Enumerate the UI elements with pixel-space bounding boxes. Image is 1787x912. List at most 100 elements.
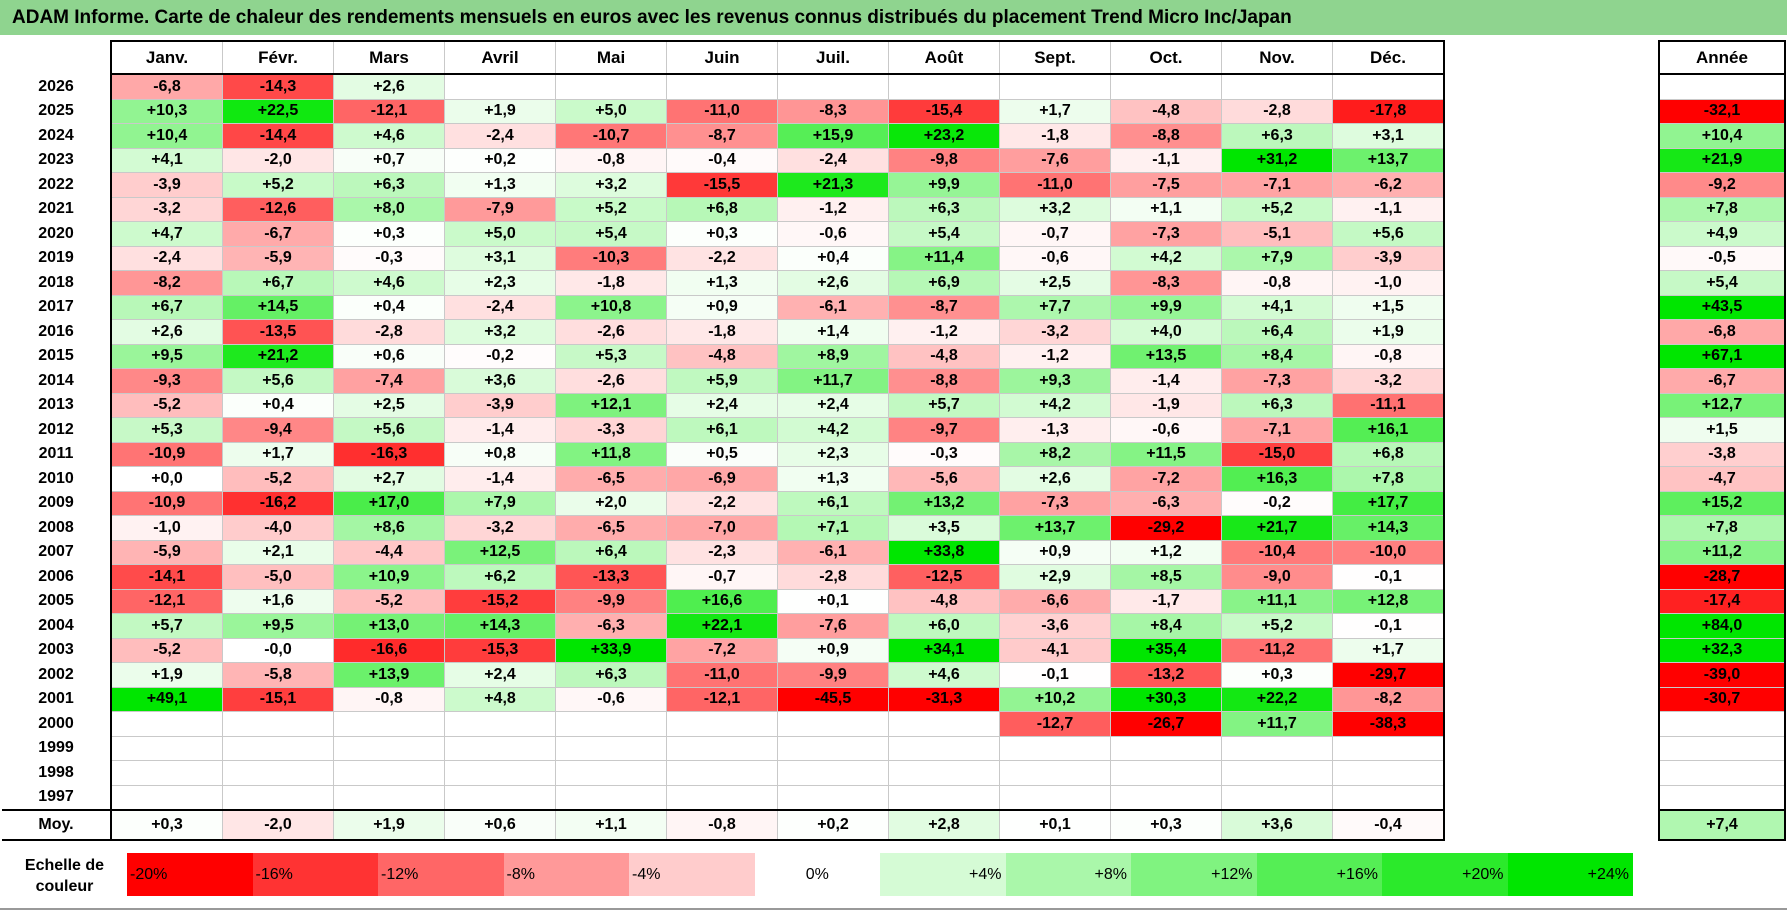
annual-row: +7,8 xyxy=(1658,196,1786,222)
heatmap-cell: +5,3 xyxy=(110,417,223,443)
heatmap-cell: -7,3 xyxy=(1110,221,1222,247)
heatmap-cell: +6,3 xyxy=(555,662,667,688)
heatmap-cell: -3,2 xyxy=(999,319,1111,345)
heatmap-cell: +2,6 xyxy=(777,270,889,296)
heatmap-cell xyxy=(110,711,223,737)
heatmap-cell: -1,8 xyxy=(555,270,667,296)
heatmap-cell xyxy=(888,760,1000,786)
year-row: 2007 -5,9 +2,1 -4,4 +12,5 +6,4 -2,3 -6,1 +33,8 +0… xyxy=(2,539,1445,565)
average-cell: -2,0 xyxy=(222,809,334,841)
heatmap-cell: +5,2 xyxy=(555,196,667,222)
heatmap-cell: -7,9 xyxy=(444,196,556,222)
heatmap-cell: -2,8 xyxy=(333,319,445,345)
heatmap-cell: -6,8 xyxy=(110,73,223,100)
heatmap-cell: +12,5 xyxy=(444,539,556,565)
year-row: 2023 +4,1 -2,0 +0,7 +0,2 -0,8 -0,4 -2,4 -9,8 -7,6… xyxy=(2,147,1445,173)
heatmap-cell: +4,1 xyxy=(1221,294,1333,320)
month-header: Févr. xyxy=(222,40,334,75)
heatmap-cell xyxy=(222,760,334,786)
heatmap-cell: +6,4 xyxy=(1221,319,1333,345)
heatmap-cell xyxy=(555,760,667,786)
heatmap-cell: +5,6 xyxy=(1332,221,1445,247)
heatmap-cell: +0,6 xyxy=(333,343,445,369)
annual-table: Année -32,1 +10,4 +21,9 -9,2 +7,8 +4,9 -0,5 +5,… xyxy=(1658,40,1786,841)
heatmap-cell: -3,6 xyxy=(999,613,1111,639)
heatmap-cell: +4,2 xyxy=(777,417,889,443)
annual-row xyxy=(1658,711,1786,737)
heatmap-cell xyxy=(777,711,889,737)
heatmap-cell: +8,0 xyxy=(333,196,445,222)
heatmap-cell: -1,3 xyxy=(999,417,1111,443)
heatmap-cell xyxy=(110,784,223,811)
heatmap-cell: +5,6 xyxy=(333,417,445,443)
heatmap-cell xyxy=(999,784,1111,811)
annual-cell: -4,7 xyxy=(1658,466,1786,492)
heatmap-cell: +6,3 xyxy=(333,172,445,198)
heatmap-cell: +8,5 xyxy=(1110,564,1222,590)
year-label: 2024 xyxy=(2,123,111,148)
heatmap-cell: -2,2 xyxy=(666,245,778,271)
year-label: 2010 xyxy=(2,466,111,491)
heatmap-cell xyxy=(555,711,667,737)
average-cell: +1,9 xyxy=(333,809,445,841)
heatmap-cell xyxy=(1110,73,1222,100)
heatmap-cell: -31,3 xyxy=(888,686,1000,712)
heatmap-cell: +0,9 xyxy=(666,294,778,320)
heatmap-cell xyxy=(333,760,445,786)
heatmap-cell: -7,3 xyxy=(1221,368,1333,394)
heatmap-cell: +1,7 xyxy=(999,98,1111,124)
annual-row: +32,3 xyxy=(1658,637,1786,663)
heatmap-cell: +4,8 xyxy=(444,686,556,712)
heatmap-cell: -8,2 xyxy=(1332,686,1445,712)
annual-cell: -39,0 xyxy=(1658,662,1786,688)
heatmap-cell xyxy=(444,760,556,786)
heatmap-cell: +1,3 xyxy=(444,172,556,198)
month-header: Déc. xyxy=(1332,40,1445,75)
heatmap-cell: +10,2 xyxy=(999,686,1111,712)
annual-cell: -6,7 xyxy=(1658,368,1786,394)
heatmap-cell: -5,2 xyxy=(222,466,334,492)
heatmap-cell: +14,3 xyxy=(444,613,556,639)
annual-cell: +84,0 xyxy=(1658,613,1786,639)
heatmap-cell: +1,3 xyxy=(666,270,778,296)
year-label: 2003 xyxy=(2,638,111,663)
heatmap-cell: -2,8 xyxy=(1221,98,1333,124)
heatmap-cell: -8,3 xyxy=(1110,270,1222,296)
annual-row: -32,1 xyxy=(1658,98,1786,124)
annual-cell: +11,2 xyxy=(1658,539,1786,565)
heatmap-cell: +2,4 xyxy=(777,392,889,418)
heatmap-cell: +2,6 xyxy=(333,73,445,100)
year-label: 2021 xyxy=(2,197,111,222)
heatmap-cell: +7,8 xyxy=(1332,466,1445,492)
heatmap-cell: -12,7 xyxy=(999,711,1111,737)
heatmap-cell: +1,6 xyxy=(222,588,334,614)
heatmap-cell: +2,6 xyxy=(110,319,223,345)
year-row: 2016 +2,6 -13,5 -2,8 +3,2 -2,6 -1,8 +1,4 -1,2 -3,… xyxy=(2,319,1445,345)
heatmap-cell: +21,3 xyxy=(777,172,889,198)
heatmap-cell xyxy=(444,735,556,761)
heatmap-cell: +4,6 xyxy=(333,270,445,296)
heatmap-cell: +33,9 xyxy=(555,637,667,663)
heatmap-cell: -10,4 xyxy=(1221,539,1333,565)
annual-cell xyxy=(1658,711,1786,737)
heatmap-cell: +4,7 xyxy=(110,221,223,247)
heatmap-body: 2026 -6,8 -14,3 +2,6 2025 +10,3 +22,5 -12,1 +1,9… xyxy=(2,73,1445,841)
average-cell: -0,8 xyxy=(666,809,778,841)
heatmap-cell: -7,0 xyxy=(666,515,778,541)
year-label: 2026 xyxy=(2,74,111,99)
annual-row: -0,5 xyxy=(1658,245,1786,271)
heatmap-cell: +0,3 xyxy=(1221,662,1333,688)
heatmap-cell: +1,1 xyxy=(1110,196,1222,222)
year-row: 2005 -12,1 +1,6 -5,2 -15,2 -9,9 +16,6 +0,1 -4,8-… xyxy=(2,588,1445,614)
heatmap-cell: +0,9 xyxy=(777,637,889,663)
heatmap-cell: -7,4 xyxy=(333,368,445,394)
year-label: 2005 xyxy=(2,589,111,614)
heatmap-cell: -9,0 xyxy=(1221,564,1333,590)
annual-cell: +12,7 xyxy=(1658,392,1786,418)
heatmap-cell: +2,4 xyxy=(666,392,778,418)
heatmap-cell: -15,2 xyxy=(444,588,556,614)
heatmap-cell: +0,4 xyxy=(222,392,334,418)
color-scale-step: +20% xyxy=(1382,853,1508,896)
heatmap-cell xyxy=(666,735,778,761)
year-row: 1999 xyxy=(2,735,1445,761)
